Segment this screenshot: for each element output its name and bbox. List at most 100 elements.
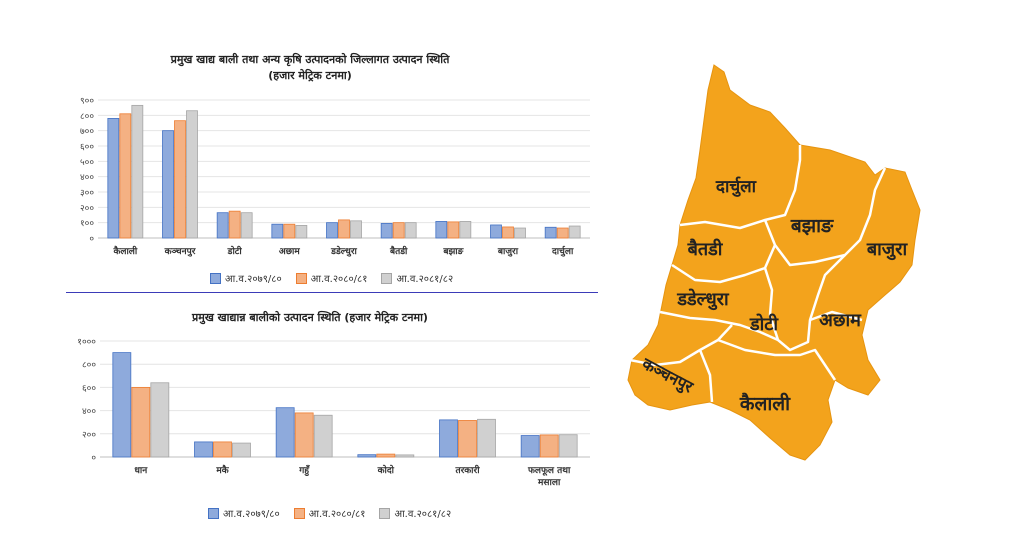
x-tick-label: बाजुरा: [497, 247, 519, 257]
y-tick-label: ६००: [80, 143, 94, 153]
legend-label: आ.व.२०८१/८२: [394, 509, 452, 520]
bar: [107, 118, 120, 239]
legend-item: आ.व.२०८१/८२: [379, 506, 451, 520]
legend-swatch: [293, 507, 305, 519]
chart1-plot: ० १०० २०० ३०० ४०० ५०० ६०० ७०० ८०० ९०० कैलाली कञ्चनप…: [80, 97, 590, 257]
bar: [232, 442, 251, 458]
bar: [380, 223, 393, 239]
x-tick-label: मसाला: [537, 478, 561, 488]
district-border: [679, 145, 802, 230]
district-label-kailali: कैलाली: [739, 392, 791, 415]
x-tick-label: गहुँ: [298, 464, 310, 477]
bar: [392, 222, 405, 239]
bar: [502, 226, 514, 239]
bar: [275, 407, 295, 458]
y-tick-label: ५००: [80, 158, 94, 168]
chart1-subtitle: (हजार मेट्रिक टनमा): [268, 69, 352, 82]
legend-label: आ.व.२०८१/८२: [396, 274, 454, 285]
bar: [294, 412, 314, 458]
bar: [131, 387, 151, 458]
district-border: [671, 244, 777, 284]
y-tick-label: १०००: [77, 338, 96, 348]
bar: [514, 227, 526, 239]
x-tick-label: कञ्चनपुर: [164, 247, 196, 257]
legend-swatch: [208, 507, 219, 519]
sudurpashchim-district-map: दार्चुला बझाङ बाजुरा बैतडी डडेल्धुरा डोट…: [627, 64, 921, 461]
bar: [520, 435, 540, 458]
legend-item: आ.व.२०८०/८१: [293, 506, 366, 520]
district-border: [698, 349, 714, 403]
y-tick-label: ४००: [82, 407, 96, 417]
legend-label: आ.व.२०७९/८०: [223, 509, 280, 520]
district-border: [629, 324, 733, 367]
bar: [544, 226, 557, 239]
x-tick-label: तरकारी: [454, 464, 480, 476]
chart1-title: प्रमुख खाद्य बाली तथा अन्य कृषि उत्पादनक…: [170, 53, 450, 66]
district-label-bajura: बाजुरा: [866, 239, 909, 261]
district-label-doti: डोटी: [749, 313, 779, 335]
bar: [556, 227, 569, 239]
y-tick-label: ८००: [82, 361, 96, 371]
x-tick-label: कोदो: [377, 464, 395, 476]
bar: [240, 212, 253, 239]
legend-item: आ.व.२०७९/८०: [210, 271, 282, 285]
y-tick-label: ९००: [80, 97, 94, 107]
bar: [447, 221, 460, 239]
y-tick-label: २००: [82, 430, 96, 440]
bar: [539, 434, 559, 458]
x-tick-label: फलफूल तथा: [527, 466, 571, 476]
bar: [558, 434, 578, 458]
bar: [228, 210, 241, 239]
bar: [313, 414, 333, 458]
y-tick-label: ६००: [82, 384, 96, 394]
bar: [458, 420, 477, 458]
x-tick-label: बैतडी: [389, 245, 408, 257]
legend-label: आ.व.२०८०/८१: [308, 509, 366, 520]
map-regions: [627, 64, 921, 461]
bar: [439, 419, 458, 458]
chart2-plot: ० २०० ४०० ६०० ८०० १००० धान मकै गहुँ कोदो तरकारी फलफ…: [77, 338, 590, 488]
bar: [350, 220, 362, 239]
district-border: [717, 338, 837, 381]
x-tick-label: दार्चुला: [551, 245, 574, 257]
bar: [295, 225, 308, 239]
district-border: [659, 310, 779, 342]
chart2-title: प्रमुख खाद्यान्न बालीको उत्पादन स्थिति (…: [192, 311, 428, 324]
y-tick-label: १००: [80, 219, 94, 229]
y-tick-label: ७००: [80, 127, 94, 137]
y-tick-label: २००: [80, 204, 94, 214]
district-border: [763, 254, 846, 352]
bar: [162, 130, 174, 239]
bar: [490, 224, 502, 239]
district-label-baitadi: बैतडी: [687, 238, 724, 260]
legend-label: आ.व.२०७९/८०: [225, 274, 282, 285]
district-border: [809, 310, 863, 322]
bar: [186, 110, 198, 239]
legend-swatch: [379, 507, 391, 519]
bar: [119, 113, 132, 239]
bar: [338, 219, 350, 239]
bar: [568, 225, 581, 239]
bar: [174, 120, 186, 239]
bar: [435, 221, 448, 239]
y-tick-label: ०: [91, 454, 96, 464]
y-tick-label: ४००: [80, 173, 94, 183]
x-tick-label: डोटी: [227, 245, 243, 257]
map-outline: [627, 64, 921, 461]
legend-item: आ.व.२०८१/८२: [381, 271, 453, 285]
x-tick-label: डडेल्धुरा: [330, 245, 357, 257]
chart2-legend: आ.व.२०७९/८० आ.व.२०८०/८१ आ.व.२०८१/८२: [208, 506, 451, 520]
chart-divider: [66, 292, 598, 293]
legend-label: आ.व.२०८०/८१: [310, 274, 368, 285]
legend-item: आ.व.२०८०/८१: [295, 271, 368, 285]
x-tick-label: धान: [134, 466, 148, 476]
district-label-darchula: दार्चुला: [715, 176, 757, 197]
bar: [357, 454, 377, 458]
crop-production-chart: प्रमुख खाद्यान्न बालीको उत्पादन स्थिति (…: [0, 296, 620, 538]
bar: [477, 418, 496, 458]
bar: [150, 382, 170, 458]
bar: [283, 223, 296, 239]
bar: [131, 104, 144, 239]
district-label-dadeldhura: डडेल्धुरा: [676, 288, 730, 311]
district-production-chart: प्रमुख खाद्य बाली तथा अन्य कृषि उत्पादनक…: [0, 0, 620, 292]
